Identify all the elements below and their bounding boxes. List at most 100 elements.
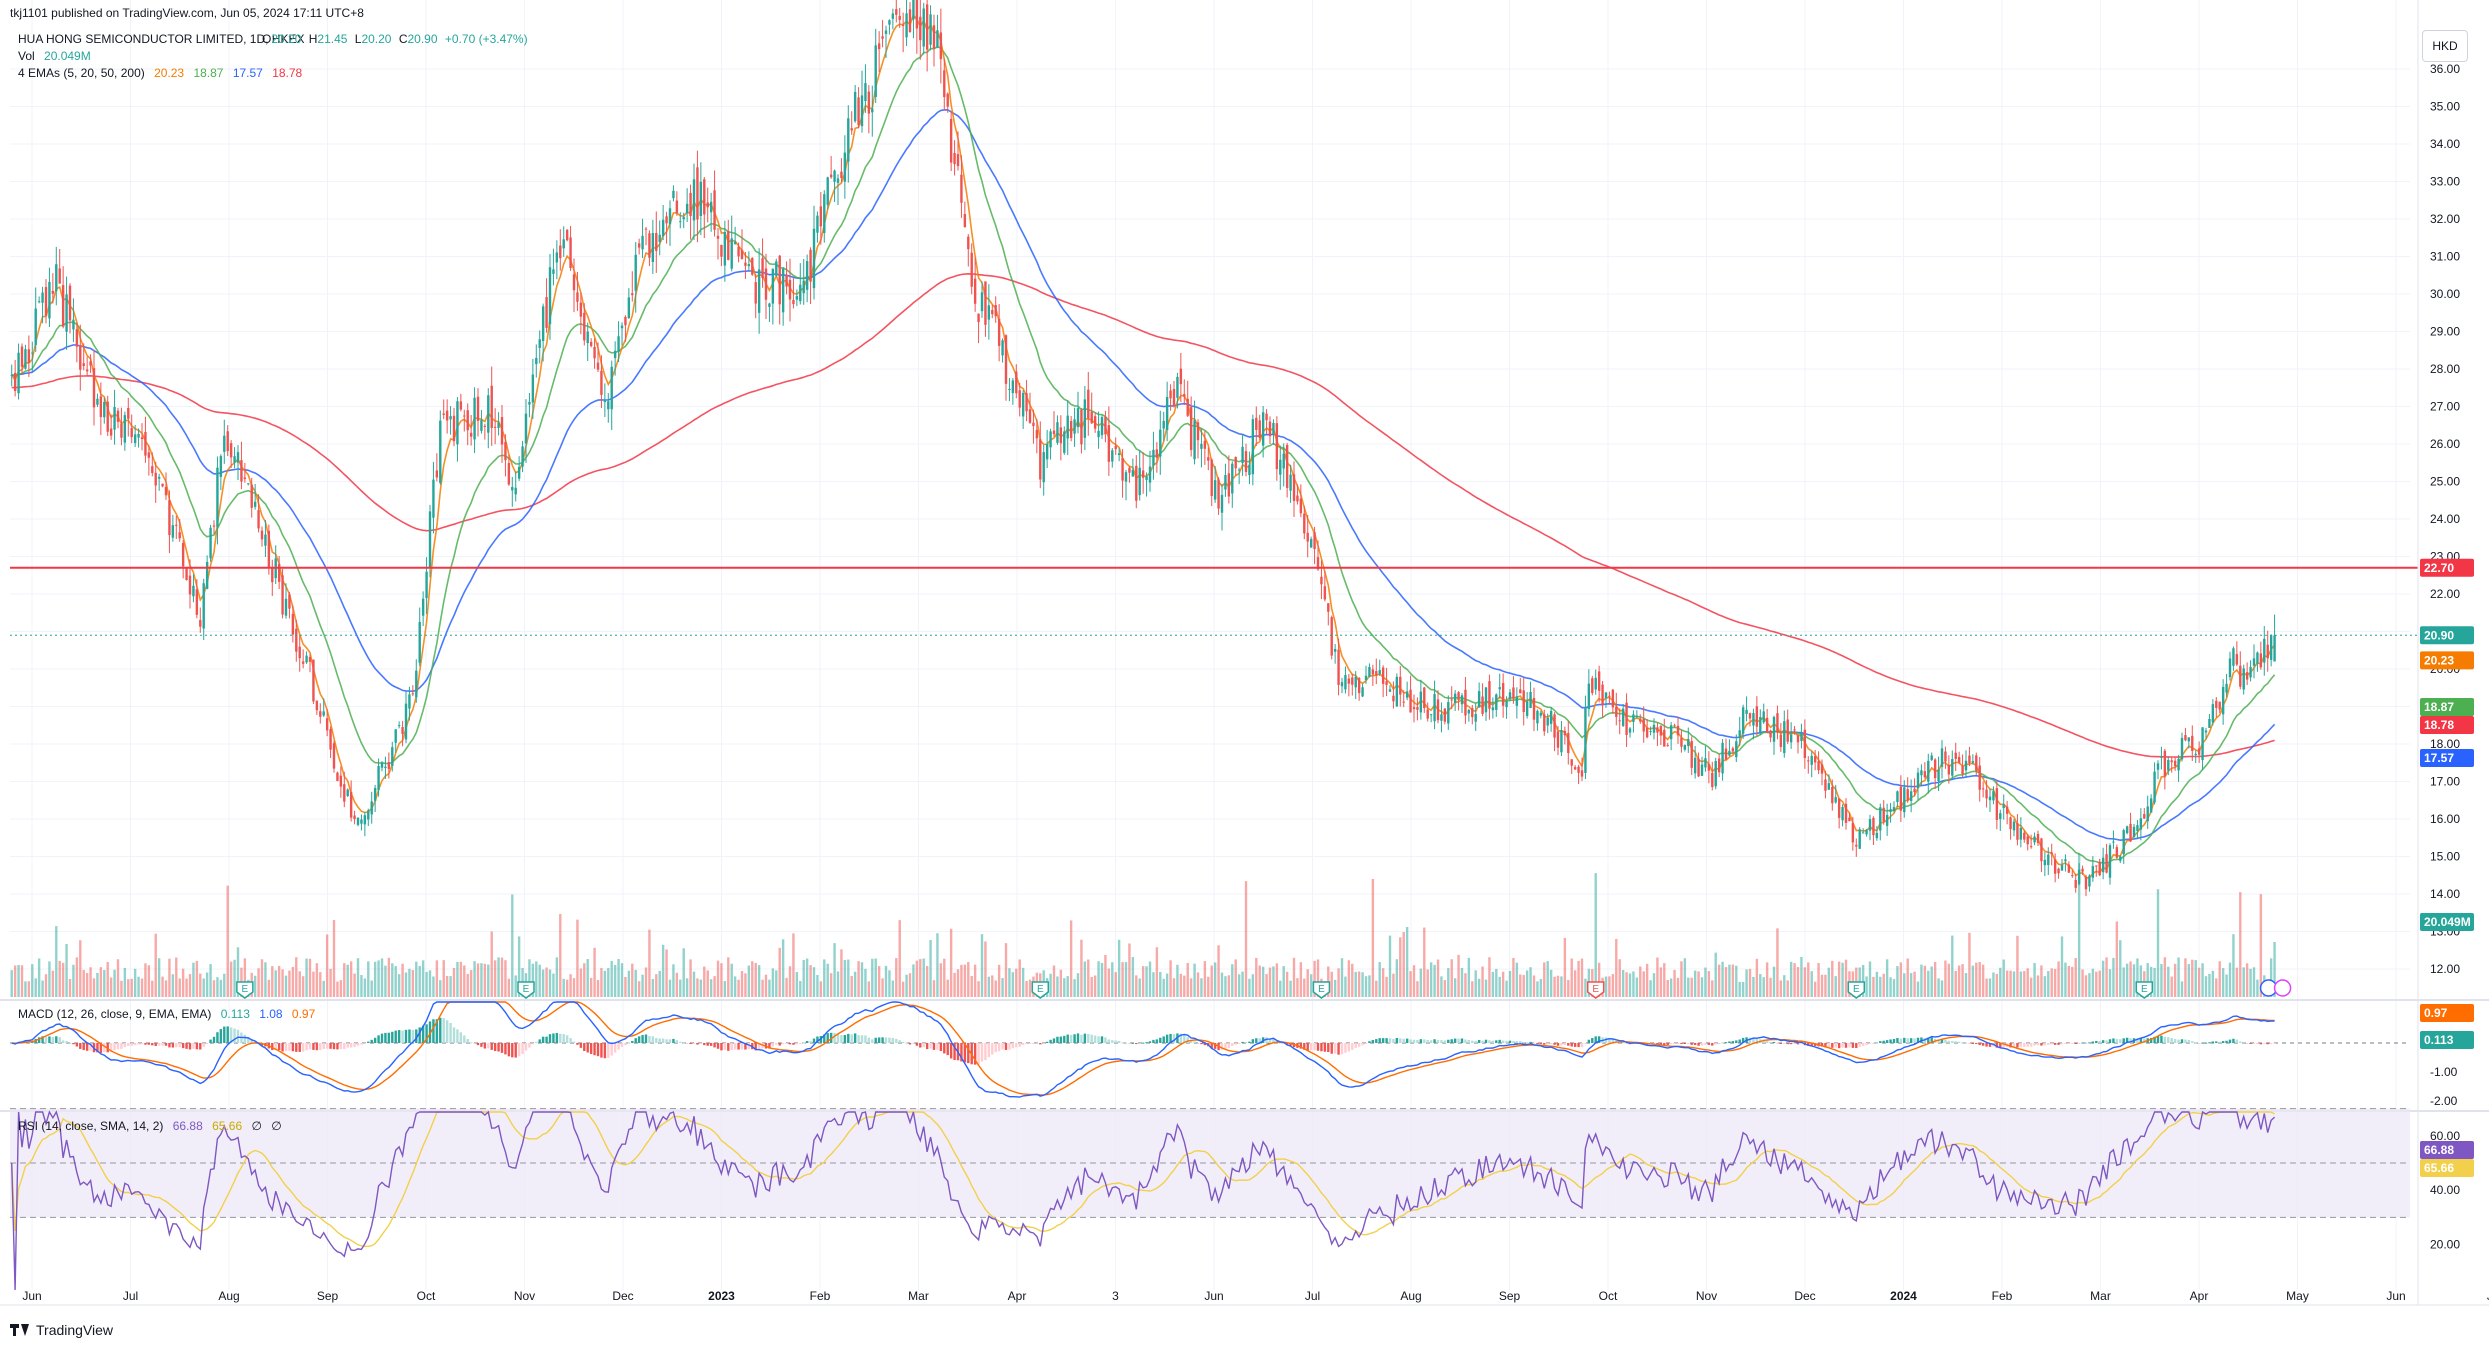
volume-bar (2139, 965, 2143, 997)
macd-hist-bar (2009, 1043, 2012, 1048)
earnings-letter: E (1037, 984, 1044, 995)
volume-bar (751, 961, 754, 997)
price-tick-label: 24.00 (2430, 512, 2460, 526)
candle-body (2081, 868, 2084, 872)
macd-hist-bar (668, 1039, 672, 1043)
candle-body (980, 292, 984, 312)
volume-bar (1498, 976, 1501, 997)
time-axis[interactable]: Jun Jul Aug Sep Oct Nov Dec 2023 Feb Mar Apr 3 Jun Ju… (22, 1289, 2489, 1303)
candle-body (2053, 859, 2057, 874)
volume-bar (2009, 970, 2012, 997)
volume-bar (2242, 967, 2245, 997)
volume-bar (415, 961, 418, 997)
candle-body (2077, 869, 2081, 885)
volume-bar (384, 965, 387, 997)
volume-bar (1258, 965, 1261, 997)
rsi-badge-bg (2420, 1141, 2474, 1159)
macd-hist-bar (127, 1043, 130, 1046)
macd-hist-bar (833, 1032, 836, 1043)
volume-bar (1810, 971, 1813, 997)
candle-body (483, 425, 487, 427)
macd-hist-bar (212, 1036, 216, 1043)
volume-bar (1954, 971, 1957, 997)
candle-body (2105, 854, 2108, 873)
candle-body (1652, 724, 1656, 733)
volume-bar (1316, 959, 1320, 997)
volume-bar (1834, 976, 1837, 997)
candle-body (298, 646, 301, 659)
candle-body (1752, 713, 1755, 726)
candle-body (641, 235, 644, 250)
candle-body (1621, 708, 1625, 726)
volume-bar (1625, 972, 1628, 997)
candle-body (223, 435, 226, 452)
volume-bar (1429, 962, 1433, 997)
candle-body (85, 369, 89, 372)
macd-hist-bar (860, 1035, 864, 1043)
candle-body (1344, 675, 1347, 690)
macd-hist-bar (1964, 1042, 1968, 1044)
time-tick-label: Aug (218, 1289, 239, 1303)
volume-bar (891, 980, 895, 997)
candle-body (1693, 757, 1697, 774)
candle-body (901, 24, 905, 26)
candle-body (1803, 729, 1807, 758)
macd-hist-bar (1172, 1034, 1176, 1043)
currency-button[interactable]: HKD (2422, 30, 2468, 62)
volume-bar (1844, 959, 1848, 997)
volume-bar (1416, 981, 1419, 997)
candle-body (1680, 737, 1683, 747)
candle-body (2239, 665, 2242, 687)
macd-hist-bar (867, 1037, 871, 1043)
macd-hist-bar (55, 1036, 58, 1043)
volume-bar (1748, 968, 1752, 997)
macd-hist-bar (1179, 1033, 1183, 1043)
candle-body (1690, 741, 1693, 768)
macd-hist-bar (497, 1043, 500, 1052)
volume-bar (895, 958, 898, 997)
macd-hist-bar (1762, 1039, 1765, 1043)
macd-hist-bar (346, 1043, 349, 1048)
candle-body (1539, 712, 1543, 716)
volume-bar (2225, 974, 2228, 997)
volume-bar (2160, 964, 2163, 997)
candle-body (1443, 708, 1447, 722)
candle-body (524, 413, 528, 444)
macd-hist-bar (1450, 1039, 1453, 1043)
volume-bar (576, 919, 579, 997)
macd-hist-bar (555, 1032, 559, 1043)
candle-body (473, 397, 476, 440)
macd-hist-bar (703, 1043, 706, 1046)
candle-body (2067, 864, 2071, 873)
candle-body (1333, 649, 1337, 652)
candle-body (1642, 718, 1645, 732)
volume-bar (1707, 971, 1711, 997)
macd-hist-bar (665, 1039, 668, 1043)
time-tick-label: Apr (2190, 1289, 2209, 1303)
volume-bar (541, 969, 545, 997)
macd-hist-bar (949, 1043, 953, 1059)
volume-bar (517, 936, 521, 997)
macd-hist-bar (1700, 1043, 1704, 1046)
volume-bar (2115, 921, 2119, 997)
candle-body (432, 479, 435, 518)
candle-body (991, 310, 994, 315)
candle-body (1735, 741, 1738, 758)
volume-bar (1001, 978, 1004, 997)
candle-body (1076, 408, 1080, 428)
macd-hist-bar (1087, 1034, 1090, 1043)
candle-body (2235, 654, 2239, 665)
candle-body (1159, 429, 1162, 457)
volume-bar (1529, 967, 1532, 997)
candle-body (1532, 697, 1536, 720)
volume-bar (1700, 977, 1704, 997)
macd-hist-bar (1289, 1043, 1292, 1046)
macd-hist-bar (535, 1041, 538, 1043)
macd-hist-bar (315, 1043, 319, 1051)
volume-bar (2208, 973, 2211, 997)
candle-body (1035, 429, 1039, 439)
candle-body (552, 269, 555, 274)
horizontal-level[interactable] (10, 566, 2418, 636)
